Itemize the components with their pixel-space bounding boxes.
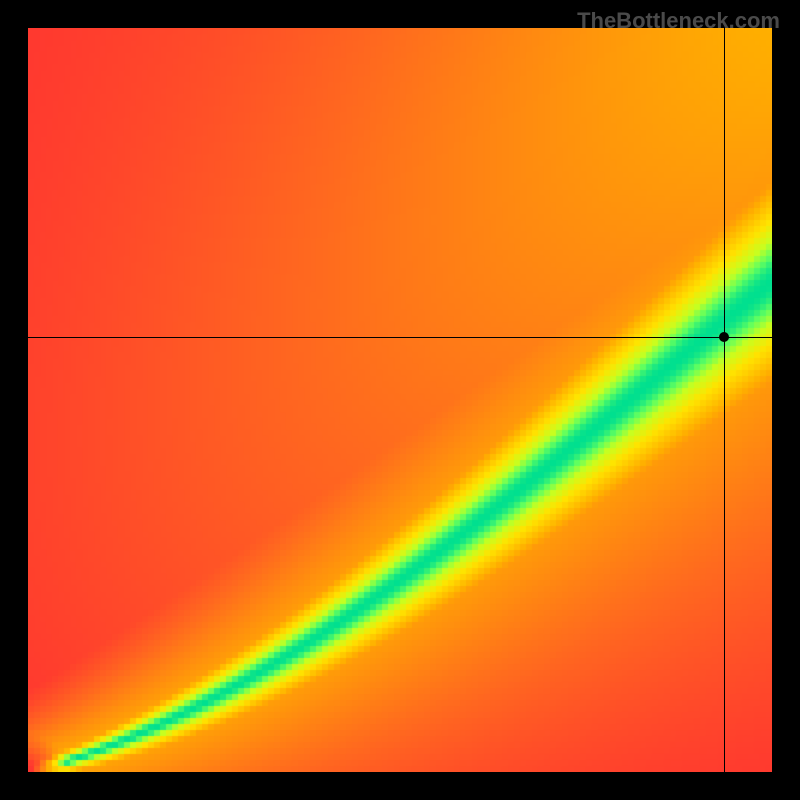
heatmap-plot bbox=[28, 28, 772, 772]
heatmap-canvas bbox=[28, 28, 772, 772]
watermark-text: TheBottleneck.com bbox=[577, 8, 780, 34]
data-point-marker bbox=[719, 332, 729, 342]
chart-container: TheBottleneck.com bbox=[0, 0, 800, 800]
crosshair-vertical bbox=[724, 28, 725, 772]
crosshair-horizontal bbox=[28, 337, 772, 338]
